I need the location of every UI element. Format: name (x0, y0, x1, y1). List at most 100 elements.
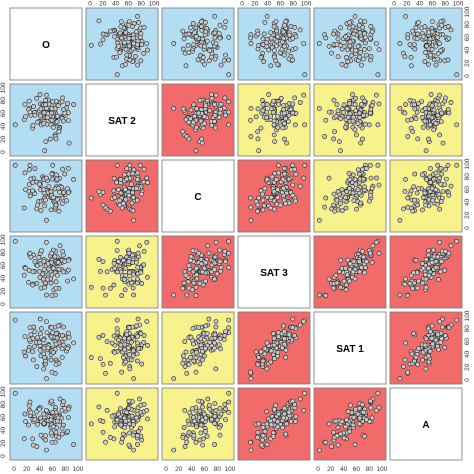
data-point (281, 329, 287, 334)
data-point (50, 409, 56, 415)
data-point (433, 259, 439, 264)
data-point (411, 197, 417, 203)
data-point (116, 43, 121, 49)
data-point (248, 204, 254, 210)
data-point (438, 119, 444, 124)
data-point (354, 132, 359, 138)
data-point (55, 113, 60, 119)
data-point (223, 19, 228, 24)
data-point (358, 101, 364, 107)
data-point (290, 35, 296, 41)
data-point (301, 175, 307, 181)
data-point (193, 349, 199, 355)
data-point (302, 390, 308, 396)
data-point (360, 402, 365, 407)
data-point (248, 439, 253, 445)
data-point (403, 340, 408, 346)
data-point (270, 433, 276, 439)
data-point (183, 272, 189, 278)
data-point (261, 59, 267, 64)
data-point (419, 261, 425, 266)
data-point (197, 97, 203, 103)
data-point (199, 404, 205, 410)
data-point (293, 414, 299, 419)
data-point (454, 317, 460, 323)
data-point (212, 13, 217, 19)
data-point (268, 30, 274, 35)
data-point (344, 189, 350, 194)
data-point (362, 19, 368, 24)
data-point (345, 59, 351, 64)
data-point (423, 284, 429, 290)
data-point (226, 390, 232, 396)
data-point (130, 285, 136, 291)
data-point (122, 287, 128, 293)
diagonal-panel-6 (389, 387, 463, 461)
data-point (275, 195, 281, 200)
data-point (180, 28, 186, 34)
data-point (135, 442, 140, 447)
data-point (419, 172, 425, 178)
data-point (403, 102, 408, 107)
data-point (171, 376, 177, 382)
data-point (213, 239, 219, 245)
data-point (186, 429, 192, 435)
diagonal-panel-2 (85, 83, 159, 157)
data-point (126, 35, 132, 41)
data-point (196, 250, 202, 256)
data-point (297, 27, 303, 33)
data-point (191, 433, 197, 439)
data-point (280, 125, 285, 131)
data-point (415, 136, 421, 142)
data-point (112, 195, 118, 200)
data-point (422, 342, 428, 348)
data-point (428, 92, 434, 97)
data-point (56, 208, 62, 214)
data-point (258, 349, 264, 355)
data-point (55, 196, 60, 202)
data-point (358, 62, 364, 68)
data-point (343, 205, 349, 211)
data-point (130, 272, 136, 278)
top-tick-label: 80 (138, 1, 146, 8)
data-point (357, 30, 363, 36)
data-point (357, 415, 363, 421)
data-point (424, 43, 429, 49)
data-point (427, 166, 433, 171)
data-point (268, 35, 274, 41)
data-point (375, 72, 381, 78)
right-tick-label: 80 (464, 21, 471, 29)
data-point (194, 272, 199, 278)
data-point (301, 319, 307, 324)
data-point (60, 166, 65, 172)
data-point (435, 254, 441, 260)
data-point (116, 411, 121, 417)
data-point (107, 208, 113, 214)
data-point (360, 136, 365, 142)
data-point (316, 106, 322, 111)
data-point (141, 51, 147, 56)
right-tick-label: 40 (464, 198, 471, 206)
data-point (430, 341, 436, 347)
data-point (273, 402, 279, 408)
data-point (186, 285, 192, 291)
data-point (368, 24, 374, 29)
data-point (264, 109, 270, 115)
data-point (65, 101, 70, 106)
data-point (214, 271, 220, 277)
data-point (45, 261, 51, 267)
data-point (268, 63, 274, 69)
data-point (276, 411, 281, 417)
data-point (422, 59, 428, 64)
data-point (264, 176, 270, 182)
data-point (183, 63, 189, 69)
data-point (109, 340, 115, 346)
data-point (278, 95, 284, 101)
left-tick-label: 100 (0, 82, 7, 93)
data-point (397, 41, 403, 46)
data-point (213, 319, 219, 324)
data-point (416, 101, 421, 106)
data-point (419, 114, 425, 120)
data-point (104, 339, 110, 344)
data-point (212, 260, 218, 266)
